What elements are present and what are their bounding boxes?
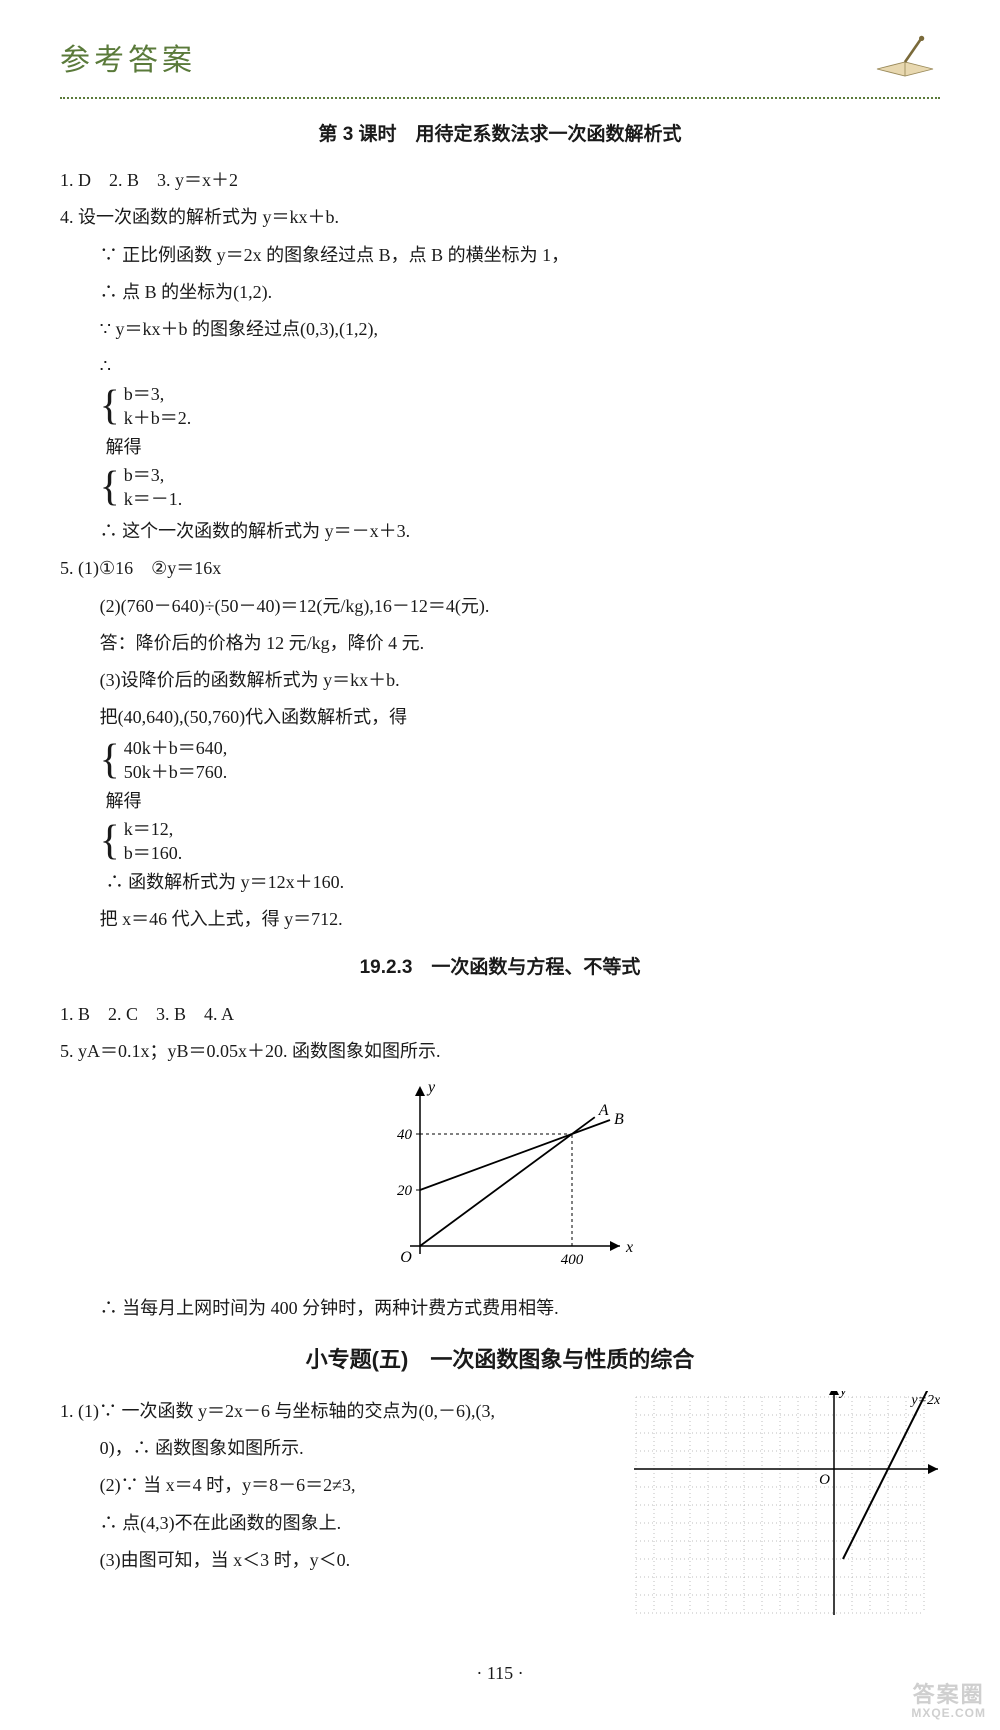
a-q4-l1: ∵ 正比例函数 y＝2x 的图象经过点 B，点 B 的横坐标为 1， [60, 238, 940, 272]
brace-item: b＝3, [124, 464, 183, 487]
brace-item: k＋b＝2. [124, 407, 192, 430]
a-q1-3: 1. D 2. B 3. y＝x＋2 [60, 163, 940, 197]
svg-text:y: y [426, 1079, 436, 1096]
svg-text:x: x [625, 1239, 633, 1256]
header-title: 参考答案 [60, 32, 196, 89]
c-q1-l0: 1. (1)∵ 一次函数 y＝2x－6 与坐标轴的交点为(0,－6),(3, [60, 1394, 610, 1428]
c-q1-l0b: 0)，∴ 函数图象如图所示. [60, 1431, 610, 1465]
svg-text:400: 400 [561, 1252, 584, 1268]
chart-c: Oxyy=2x−6 [630, 1391, 940, 1632]
brace-mid: 解得 [106, 791, 142, 811]
svg-text:A: A [598, 1102, 609, 1119]
b-q1-4: 1. B 2. C 3. B 4. A [60, 997, 940, 1031]
svg-text:20: 20 [397, 1183, 413, 1199]
a-q4-brace: ∴ { b＝3, k＋b＝2. 解得 { b＝3, k＝－1. [60, 349, 940, 511]
header-book-icon [870, 30, 940, 91]
brace-item: 40k＋b＝640, [124, 737, 228, 760]
svg-text:B: B [614, 1111, 624, 1128]
watermark-small: MXQE.COM [911, 1707, 986, 1720]
page-header: 参考答案 [60, 30, 940, 99]
brace-item: k＝12, [124, 818, 183, 841]
svg-text:y: y [838, 1391, 847, 1399]
c-q1-l3: (3)由图可知，当 x＜3 时，y＜0. [60, 1543, 610, 1577]
section-b-title: 19.2.3 一次函数与方程、不等式 [60, 950, 940, 986]
a-q4-l3: ∵ y＝kx＋b 的图象经过点(0,3),(1,2), [60, 312, 940, 346]
a-q4-l2: ∴ 点 B 的坐标为(1,2). [60, 275, 940, 309]
a-q5-l1: (2)(760－640)÷(50－40)＝12(元/kg),16－12＝4(元)… [60, 589, 940, 623]
a-q4-l5: ∴ 这个一次函数的解析式为 y＝－x＋3. [60, 514, 940, 548]
brace-item: b＝3, [124, 383, 192, 406]
watermark-big: 答案圈 [911, 1683, 986, 1707]
brace-item: 50k＋b＝760. [124, 761, 228, 784]
brace-tail: ∴ 函数解析式为 y＝12x＋160. [106, 872, 345, 892]
chart-b: 20 40 400 AB Ox y [60, 1076, 940, 1287]
svg-text:O: O [400, 1249, 412, 1266]
c-q1-l2: ∴ 点(4,3)不在此函数的图象上. [60, 1506, 610, 1540]
b-q5-conc: ∴ 当每月上网时间为 400 分钟时，两种计费方式费用相等. [60, 1291, 940, 1325]
section-a-title: 第 3 课时 用待定系数法求一次函数解析式 [60, 117, 940, 153]
svg-text:O: O [819, 1472, 830, 1488]
section-c-title: 小专题(五) 一次函数图象与性质的综合 [60, 1339, 940, 1381]
svg-text:40: 40 [397, 1127, 413, 1143]
brace-item: b＝160. [124, 842, 183, 865]
c-q1-l1: (2)∵ 当 x＝4 时，y＝8－6＝2≠3, [60, 1468, 610, 1502]
brace-item: k＝－1. [124, 488, 183, 511]
a-q5-l4: 把(40,640),(50,760)代入函数解析式，得 [60, 700, 940, 734]
watermark: 答案圈 MXQE.COM [911, 1683, 986, 1720]
a-q5-l2: 答：降价后的价格为 12 元/kg，降价 4 元. [60, 626, 940, 660]
brace-mid: 解得 [106, 437, 142, 457]
a-q5-brace: { 40k＋b＝640, 50k＋b＝760. 解得 { k＝12, b＝160… [60, 737, 940, 899]
svg-text:y=2x−6: y=2x−6 [909, 1393, 940, 1408]
c-q1-block: 1. (1)∵ 一次函数 y＝2x－6 与坐标轴的交点为(0,－6),(3, 0… [60, 1391, 940, 1632]
a-q5-l6: 把 x＝46 代入上式，得 y＝712. [60, 902, 940, 936]
a-q5-l3: (3)设降价后的函数解析式为 y＝kx＋b. [60, 663, 940, 697]
b-q5-l0: 5. yA＝0.1x；yB＝0.05x＋20. 函数图象如图所示. [60, 1034, 940, 1068]
a-q4-l0: 4. 设一次函数的解析式为 y＝kx＋b. [60, 200, 940, 234]
a-q5-l0: 5. (1)①16 ②y＝16x [60, 551, 940, 585]
page-number: · 115 · [60, 1656, 940, 1690]
